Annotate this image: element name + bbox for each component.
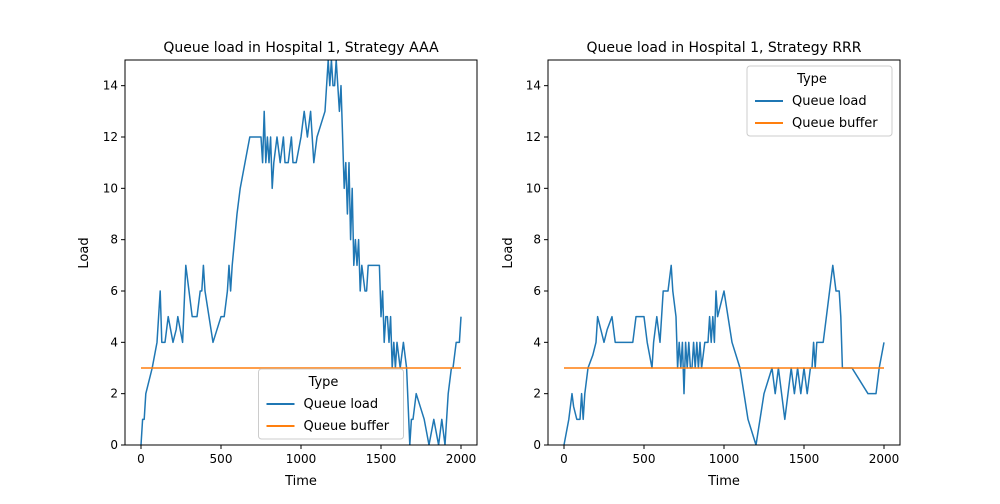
x-tick-label: 0	[137, 452, 145, 466]
legend-label: Queue buffer	[792, 116, 878, 131]
legend-label: Queue buffer	[304, 419, 390, 434]
x-axis-label: Time	[707, 474, 740, 489]
x-axis-label: Time	[284, 474, 317, 489]
chart-title: Queue load in Hospital 1, Strategy RRR	[586, 40, 861, 56]
x-tick-label: 0	[560, 452, 568, 466]
y-tick-label: 2	[533, 387, 541, 401]
legend-box	[258, 368, 404, 440]
legend-title: Type	[308, 375, 339, 390]
x-tick-label: 500	[633, 452, 656, 466]
plot-area: 0 500 1000 1500 2000 0 2 4 6 8 10 12 14 Type Queue loa…	[103, 59, 478, 466]
y-tick-label: 4	[533, 335, 541, 349]
plot-area: 0 500 1000 1500 2000 0 2 4 6 8 10 12 14 Type Queue loa…	[526, 59, 901, 466]
series-line-queue-load	[140, 60, 462, 445]
y-tick-label: 0	[110, 438, 118, 452]
y-axis-label: Load	[77, 237, 92, 268]
y-axis-label: Load	[501, 237, 516, 268]
x-tick-label: 1000	[286, 452, 317, 466]
legend-label: Queue load	[792, 94, 867, 109]
y-tick-label: 14	[103, 79, 118, 93]
x-tick-label: 1500	[366, 452, 397, 466]
x-tick-label: 2000	[446, 452, 477, 466]
x-tick-label: 1000	[709, 452, 740, 466]
x-tick-label: 1500	[789, 452, 820, 466]
y-tick-label: 6	[533, 284, 541, 298]
legend: Type Queue load Queue buffer	[746, 65, 893, 137]
y-tick-label: 14	[526, 79, 541, 93]
chart-rrr: Queue load in Hospital 1, Strategy RRR 0…	[501, 40, 901, 489]
legend: Type Queue load Queue buffer	[258, 368, 404, 440]
y-tick-label: 8	[110, 233, 118, 247]
y-tick-label: 12	[103, 130, 118, 144]
x-tick-label: 2000	[869, 452, 900, 466]
chart-aaa: Queue load in Hospital 1, Strategy AAA 0…	[77, 40, 478, 489]
y-tick-label: 0	[533, 438, 541, 452]
y-tick-label: 10	[526, 181, 541, 195]
series-group	[563, 264, 885, 445]
legend-title: Type	[796, 72, 827, 87]
x-tick-label: 500	[210, 452, 233, 466]
series-group	[140, 60, 462, 445]
y-tick-label: 4	[110, 335, 118, 349]
y-tick-label: 8	[533, 233, 541, 247]
y-tick-label: 12	[526, 130, 541, 144]
chart-title: Queue load in Hospital 1, Strategy AAA	[163, 40, 439, 56]
y-tick-label: 10	[103, 181, 118, 195]
y-tick-label: 2	[110, 387, 118, 401]
legend-box	[746, 65, 893, 137]
y-tick-label: 6	[110, 284, 118, 298]
legend-label: Queue load	[304, 397, 379, 412]
